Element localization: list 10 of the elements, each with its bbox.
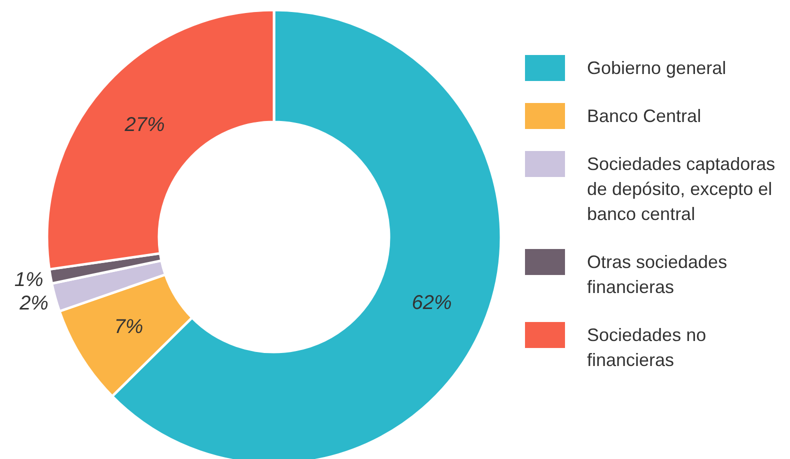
data-label: 62% [412, 292, 452, 314]
data-label: 1% [14, 269, 44, 292]
legend-label: Sociedades no financieras [587, 325, 706, 370]
legend-label: Sociedades captadoras de depósito, excepto el banco central [587, 154, 776, 224]
data-label: 27% [124, 114, 165, 136]
legend-label: Gobierno general [587, 58, 726, 78]
data-label: 2% [18, 292, 48, 314]
data-label: 7% [114, 316, 144, 338]
legend-label: Banco Central [587, 106, 702, 126]
legend-label: Otras sociedades financieras [587, 252, 728, 297]
